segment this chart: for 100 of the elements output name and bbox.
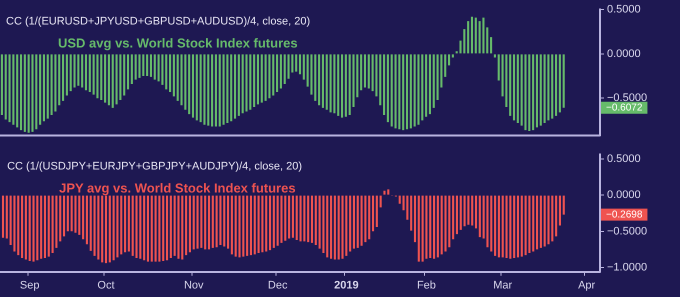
x-tick-label: Mar (493, 279, 513, 292)
bar (146, 54, 148, 76)
text: −0.2698 (606, 209, 643, 220)
y-tick-label: −0.5000 (607, 92, 648, 104)
bar (16, 54, 18, 128)
bar (425, 54, 428, 117)
bar (158, 54, 160, 82)
bar (12, 54, 14, 125)
bar (245, 54, 248, 112)
text: USD avg vs. World Stock Index futures (58, 36, 298, 51)
bar (253, 54, 256, 108)
y-tick-label: −1.0000 (607, 261, 648, 274)
bar (276, 54, 278, 92)
y-tick-label: 0.5000 (607, 152, 641, 165)
bar (196, 54, 198, 120)
bar (326, 54, 328, 110)
x-tick-label: Apr (578, 279, 596, 292)
bar (264, 54, 267, 101)
bar (81, 54, 84, 88)
bar (218, 54, 221, 127)
bar (169, 54, 172, 92)
bar (180, 54, 183, 106)
bar (482, 18, 484, 54)
bar (28, 54, 30, 133)
bar (318, 54, 320, 106)
bar (406, 54, 408, 130)
bar (452, 54, 454, 58)
bar (260, 54, 263, 103)
bar (154, 54, 156, 80)
bar (394, 54, 397, 128)
bar (184, 54, 186, 110)
bar (20, 54, 22, 130)
bar (214, 54, 217, 127)
bar (555, 54, 558, 116)
bar (383, 54, 386, 116)
bar (234, 54, 236, 119)
bar (364, 54, 366, 88)
bar (540, 54, 542, 126)
bar (414, 54, 416, 127)
bar (104, 54, 106, 103)
bar (96, 54, 99, 98)
bar (200, 54, 202, 122)
bar (544, 54, 546, 123)
bar (512, 54, 516, 120)
bar (402, 54, 404, 130)
bar (558, 54, 561, 112)
bar (222, 54, 225, 125)
bar (291, 54, 294, 72)
bar (230, 54, 232, 122)
bar (398, 54, 400, 130)
bar (46, 54, 49, 119)
bar (73, 54, 76, 88)
bar (340, 54, 344, 118)
bar (211, 54, 214, 127)
bar (8, 54, 11, 122)
bar (344, 54, 347, 117)
bar (134, 54, 137, 80)
y-tick-label: 0.5000 (607, 4, 641, 16)
bar (0, 54, 3, 116)
x-tick-label: Sep (20, 279, 40, 292)
bar (226, 54, 228, 123)
bar (322, 54, 324, 108)
bar (390, 54, 393, 127)
bar (280, 54, 282, 88)
bar (35, 54, 38, 130)
bar (470, 16, 474, 54)
bar (108, 54, 110, 106)
bar (428, 54, 431, 114)
bar (298, 54, 302, 74)
bar (551, 54, 554, 119)
bar (536, 54, 538, 128)
bar (238, 54, 240, 116)
bar (532, 54, 534, 130)
text: JPY avg vs. World Stock Index futures (59, 180, 296, 196)
bar (92, 54, 95, 95)
bar (116, 54, 118, 104)
bar (417, 54, 420, 125)
bar (501, 54, 504, 96)
bar (192, 54, 194, 118)
bar (372, 54, 374, 92)
bar (150, 54, 152, 77)
bar (203, 54, 206, 125)
x-tick-label: Oct (97, 279, 115, 292)
bar (88, 54, 91, 92)
bar (474, 18, 477, 54)
bar (478, 21, 481, 54)
bar (337, 54, 340, 116)
bar (50, 54, 53, 116)
bar (54, 54, 56, 112)
bar (520, 54, 523, 126)
y-tick-label: −0.5000 (607, 225, 648, 238)
bar (207, 54, 210, 126)
bar (119, 54, 122, 100)
bar (130, 54, 133, 84)
bar (242, 54, 244, 114)
text: CC (1/(USDJPY+EURJPY+GBPJPY+AUDJPY)/4, close, 20) (7, 160, 302, 173)
bar (386, 54, 389, 122)
bar (295, 54, 298, 72)
bar (459, 40, 462, 54)
bar (528, 54, 530, 131)
